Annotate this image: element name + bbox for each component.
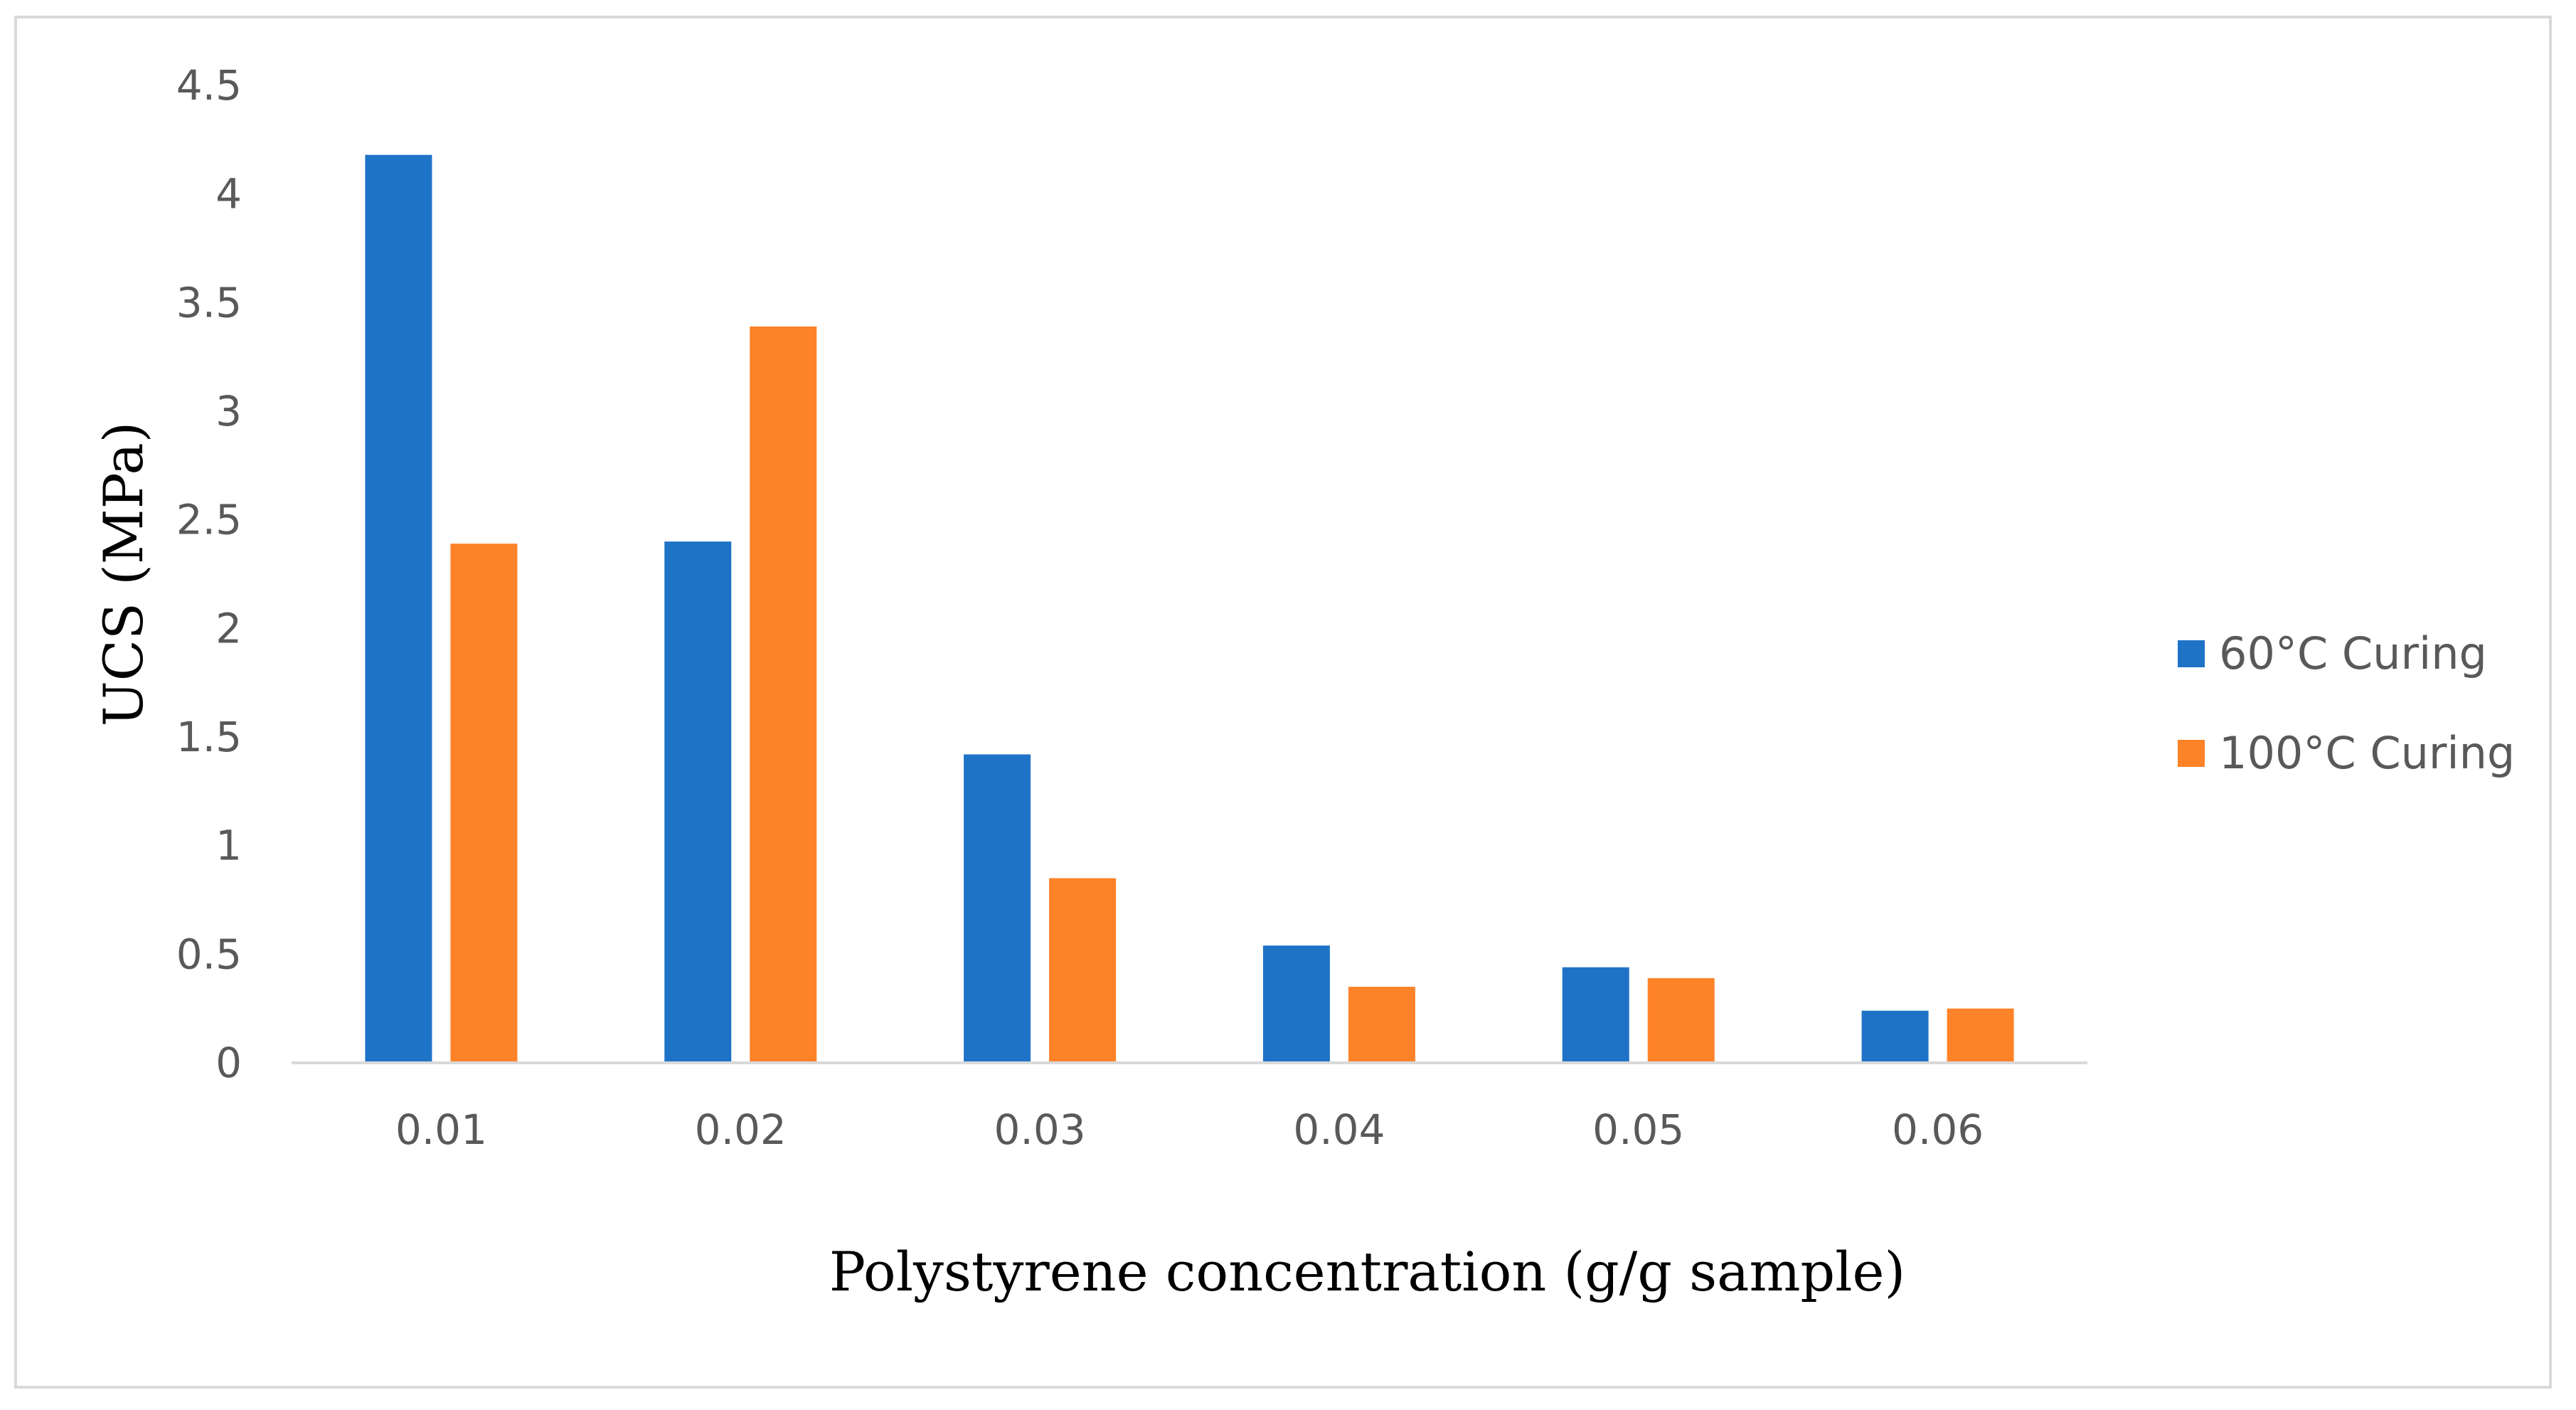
y-tick-label: 3: [215, 387, 242, 435]
y-tick-label: 4.5: [176, 61, 242, 110]
bar-series-2: [750, 326, 817, 1063]
x-tick-label: 0.05: [1592, 1106, 1684, 1154]
x-tick-label: 0.04: [1293, 1106, 1385, 1154]
bar-series-2: [1348, 987, 1415, 1063]
bar-series-1: [1262, 945, 1330, 1063]
legend-label: 100°C Curing: [2219, 727, 2515, 779]
bar-series-1: [1861, 1010, 1929, 1063]
legend-label: 60°C Curing: [2219, 627, 2487, 679]
legend: 60°C Curing 100°C Curing: [2178, 627, 2515, 779]
bars: [365, 154, 2014, 1063]
bar-series-2: [450, 544, 518, 1063]
y-tick-label: 1.5: [176, 713, 242, 761]
x-axis-title: Polystyrene concentration (g/g sample): [829, 1240, 1905, 1303]
y-axis-ticks: 0 0.5 1 1.5 2 2.5 3 3.5 4 4.5: [176, 61, 242, 1087]
bar-series-1: [1562, 967, 1629, 1063]
y-axis-title: UCS (MPa): [92, 422, 155, 727]
y-tick-label: 4: [215, 170, 242, 218]
x-tick-label: 0.02: [695, 1106, 787, 1154]
y-tick-label: 0.5: [176, 930, 242, 978]
bar-series-1: [964, 754, 1031, 1063]
bar-series-1: [365, 154, 432, 1063]
y-tick-label: 2: [215, 604, 242, 652]
chart-frame: [14, 16, 2552, 1389]
x-axis-ticks: 0.01 0.02 0.03 0.04 0.05 0.06: [395, 1106, 1984, 1154]
bar-series-2: [1647, 977, 1715, 1063]
y-tick-label: 1: [215, 822, 242, 870]
y-tick-label: 3.5: [176, 278, 242, 327]
bar-series-2: [1947, 1008, 2014, 1063]
bar-series-1: [664, 541, 732, 1063]
y-tick-label: 0: [215, 1039, 242, 1087]
x-tick-label: 0.06: [1892, 1106, 1984, 1154]
legend-swatch: [2178, 740, 2205, 767]
bar-series-2: [1049, 878, 1117, 1063]
x-tick-label: 0.01: [395, 1106, 487, 1154]
y-tick-label: 2.5: [176, 496, 242, 544]
legend-swatch: [2178, 640, 2205, 667]
x-tick-label: 0.03: [994, 1106, 1086, 1154]
